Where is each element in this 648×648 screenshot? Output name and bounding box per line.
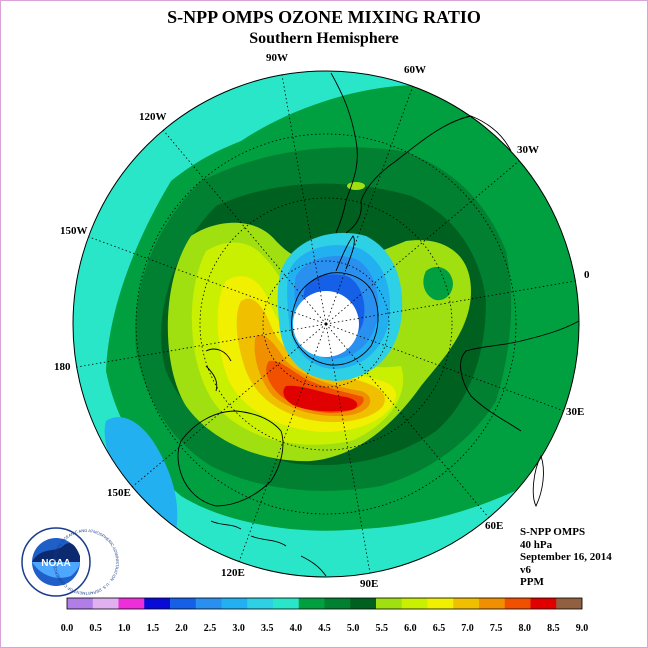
logo-bird-shape: [32, 543, 80, 562]
south-pole-point: [324, 322, 328, 326]
lon-label-120w: 120W: [139, 111, 167, 123]
info-version: v6: [520, 563, 531, 576]
field-light-blue-patch: [104, 417, 178, 531]
colorbar-swatch: [273, 598, 300, 609]
colorbar-swatch: [530, 598, 557, 609]
latitude-circle: [135, 133, 517, 515]
coast-new-zealand: [205, 348, 232, 392]
colorbar-tick-label: 5.5: [375, 623, 388, 634]
colorbar-tick-label: 0.5: [89, 623, 102, 634]
lon-label-0: 0: [584, 269, 590, 281]
info-date: September 16, 2014: [520, 551, 612, 563]
colorbar-tick-label: 8.0: [518, 623, 532, 634]
graticule: [76, 74, 576, 574]
colorbar-tick-label: 0.0: [60, 623, 74, 634]
colorbar-swatch: [453, 598, 480, 609]
colorbar-swatch: [324, 598, 351, 609]
colorbar-tick-label: 1.5: [146, 623, 160, 634]
colorbar-tick-label: 6.0: [404, 623, 417, 634]
field-green-island-east-inner: [423, 267, 453, 301]
info-level: 40 hPa: [520, 538, 553, 551]
colorbar-swatch: [144, 598, 171, 609]
colorbar: [66, 597, 583, 610]
lon-label-120e: 120E: [221, 567, 245, 579]
figure-subtitle: Southern Hemisphere: [249, 30, 399, 47]
coast-islands: [210, 520, 327, 577]
figure-title: S-NPP OMPS OZONE MIXING RATIO: [167, 7, 481, 27]
colorbar-tick-label: 4.0: [289, 623, 303, 634]
latitude-circle: [199, 197, 453, 451]
coast-peninsula: [335, 235, 355, 272]
colorbar-swatch: [479, 598, 506, 609]
colorbar-swatch: [221, 598, 248, 609]
map-border: [72, 70, 580, 578]
logo-text: NOAA: [41, 558, 70, 569]
colorbar-swatch: [118, 598, 145, 609]
colorbar-swatch: [92, 598, 119, 609]
lon-label-180: 180: [54, 361, 71, 373]
logo-lower-globe: [32, 562, 80, 578]
colorbar-tick-label: 5.0: [346, 623, 360, 634]
coastlines: [177, 72, 580, 577]
lon-label-60e: 60E: [485, 520, 504, 532]
colorbar-swatch: [427, 598, 454, 609]
colorbar-swatch: [298, 598, 325, 609]
colorbar-tick-label: 6.5: [432, 623, 446, 634]
colorbar-tick-label: 2.0: [175, 623, 188, 634]
colorbar-swatch: [67, 598, 94, 609]
colorbar-tick-label: 7.5: [489, 623, 503, 634]
colorbar-tick-label: 4.5: [318, 623, 331, 634]
map-info: S-NPP OMPS 40 hPa September 16, 2014 v6 …: [520, 526, 612, 589]
coast-madagascar: [532, 454, 544, 508]
colorbar-border: [66, 597, 583, 610]
colorbar-swatch: [195, 598, 222, 609]
colorbar-tick-label: 8.5: [547, 623, 560, 634]
colorbar-swatch: [247, 598, 274, 609]
lon-label-90w: 90W: [266, 52, 288, 64]
noaa-logo: NOAA NATIONAL OCEANIC AND ATMOSPHERIC AD…: [21, 527, 120, 597]
colorbar-tick-label: 9.0: [575, 623, 589, 634]
colorbar-tick-label: 3.5: [261, 623, 274, 634]
colorbar-swatch: [376, 598, 403, 609]
coast-south-america: [330, 72, 512, 234]
info-units: PPM: [520, 576, 544, 588]
lon-label-90e: 90E: [360, 578, 379, 590]
colorbar-swatch: [504, 598, 531, 609]
coast-australia: [177, 410, 284, 507]
info-instrument: S-NPP OMPS: [520, 526, 586, 538]
colorbar-tick-label: 3.0: [232, 623, 245, 634]
colorbar-tick-label: 1.0: [117, 623, 131, 634]
ozone-field: [73, 71, 579, 577]
coast-antarctica: [291, 272, 379, 366]
field-red: [283, 385, 358, 412]
colorbar-swatch: [350, 598, 377, 609]
colorbar-swatch: [556, 598, 583, 609]
latitude-circle: [262, 260, 390, 388]
colorbar-swatch: [170, 598, 197, 609]
colorbar-tick-label: 7.0: [461, 623, 474, 634]
coast-africa: [460, 320, 580, 432]
field-small-green-blob: [347, 182, 365, 190]
lon-label-30e: 30E: [566, 406, 585, 418]
colorbar-tick-label: 2.5: [203, 623, 217, 634]
lon-label-150e: 150E: [107, 487, 131, 499]
lon-label-30w: 30W: [517, 144, 539, 156]
lon-label-150w: 150W: [60, 225, 88, 237]
lon-label-60w: 60W: [404, 64, 426, 76]
colorbar-swatch: [401, 598, 428, 609]
